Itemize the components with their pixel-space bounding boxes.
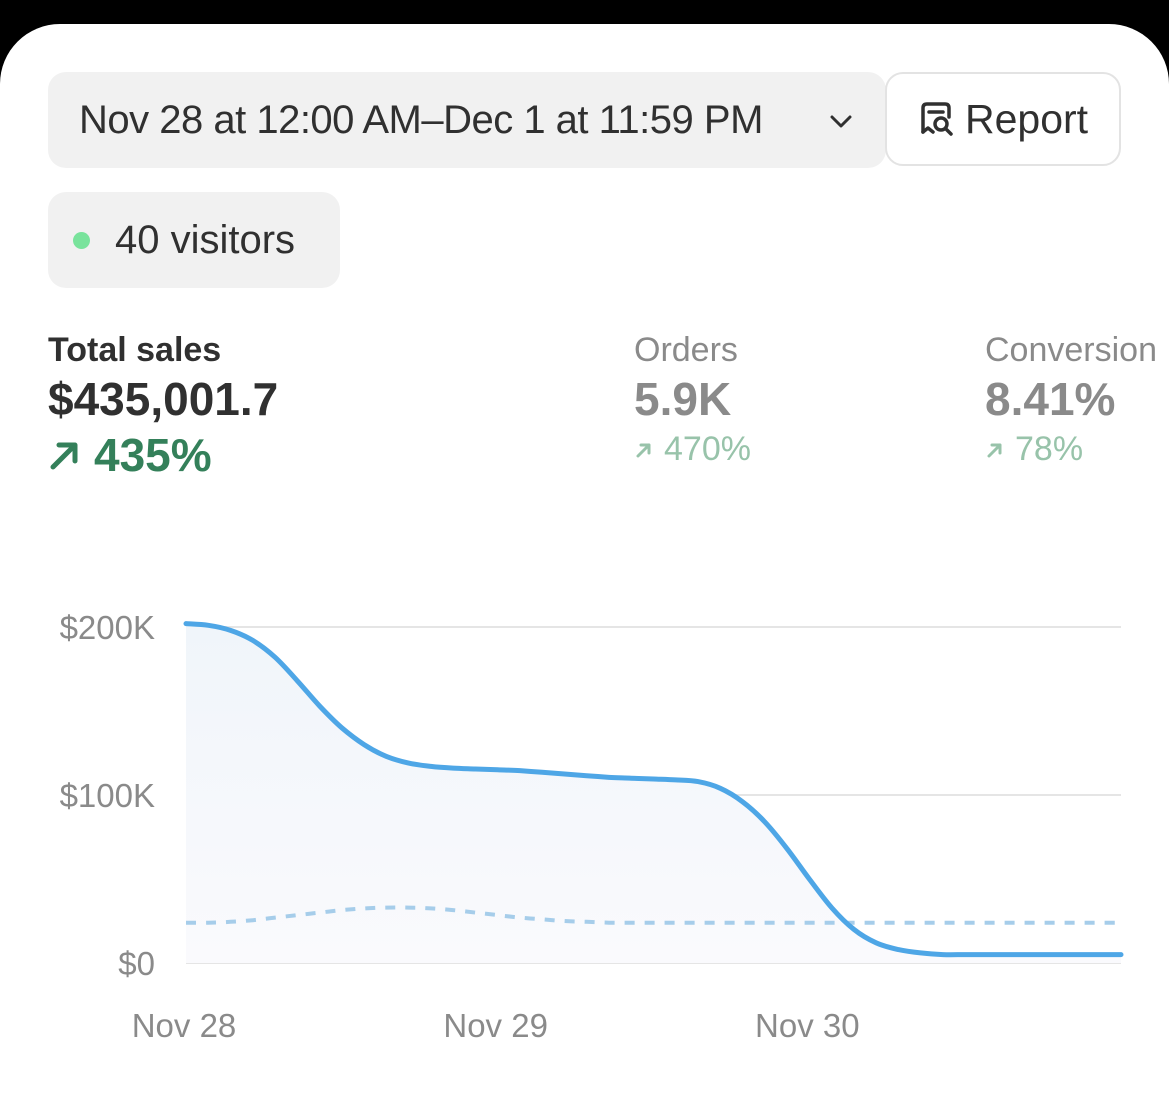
live-visitors-badge[interactable]: 40 visitors [48,192,340,288]
date-range-selector[interactable]: Nov 28 at 12:00 AM–Dec 1 at 11:59 PM [48,72,886,168]
conversion-change-value: 78% [1015,430,1084,468]
x-tick-label: Nov 28 [132,1007,237,1044]
sales-series-line [183,621,1124,958]
arrow-up-right-icon [50,442,78,470]
date-range-label: Nov 28 at 12:00 AM–Dec 1 at 11:59 PM [79,97,763,142]
metric-total-sales[interactable]: Total sales $435,001.7 435% [48,330,278,482]
total-sales-change: 435% [48,428,278,482]
analytics-card: Nov 28 at 12:00 AM–Dec 1 at 11:59 PM Rep… [0,24,1169,1095]
sales-chart[interactable]: $200K $100K $0 Nov 28 Nov 29 Nov 30 [0,24,1169,1095]
metric-orders[interactable]: Orders 5.9K 470% [634,330,751,469]
visitors-label: 40 visitors [115,217,296,262]
total-sales-label: Total sales [48,331,222,369]
chevron-down-icon[interactable] [826,107,856,137]
total-sales-value: $435,001.7 [48,373,279,425]
orders-change-value: 470% [664,430,751,468]
y-tick-label: $0 [118,945,155,982]
conversion-label: Conversion [985,331,1157,369]
x-tick-label: Nov 29 [443,1007,548,1044]
sales-area-fill [186,623,1121,963]
report-search-icon [921,102,953,136]
x-tick-label: Nov 30 [755,1007,860,1044]
orders-change: 470% [634,430,751,469]
arrow-up-right-icon [987,443,1002,457]
y-tick-label: $100K [60,777,155,814]
conversion-change: 78% [985,430,1157,469]
conversion-value: 8.41% [985,373,1116,425]
live-dot-icon [73,231,90,249]
arrow-up-right-icon [636,443,651,457]
y-tick-label: $200K [60,609,155,646]
y-axis-ticks: $200K $100K $0 [60,609,155,982]
total-sales-change-value: 435% [94,429,212,481]
x-axis-ticks: Nov 28 Nov 29 Nov 30 [132,1007,860,1044]
orders-value: 5.9K [634,373,732,425]
orders-label: Orders [634,331,738,369]
report-button-label: Report [965,95,1089,142]
report-button[interactable]: Report [885,72,1121,166]
metric-conversion[interactable]: Conversion 8.41% 78% [985,330,1157,469]
comparison-series-line [185,905,1121,925]
